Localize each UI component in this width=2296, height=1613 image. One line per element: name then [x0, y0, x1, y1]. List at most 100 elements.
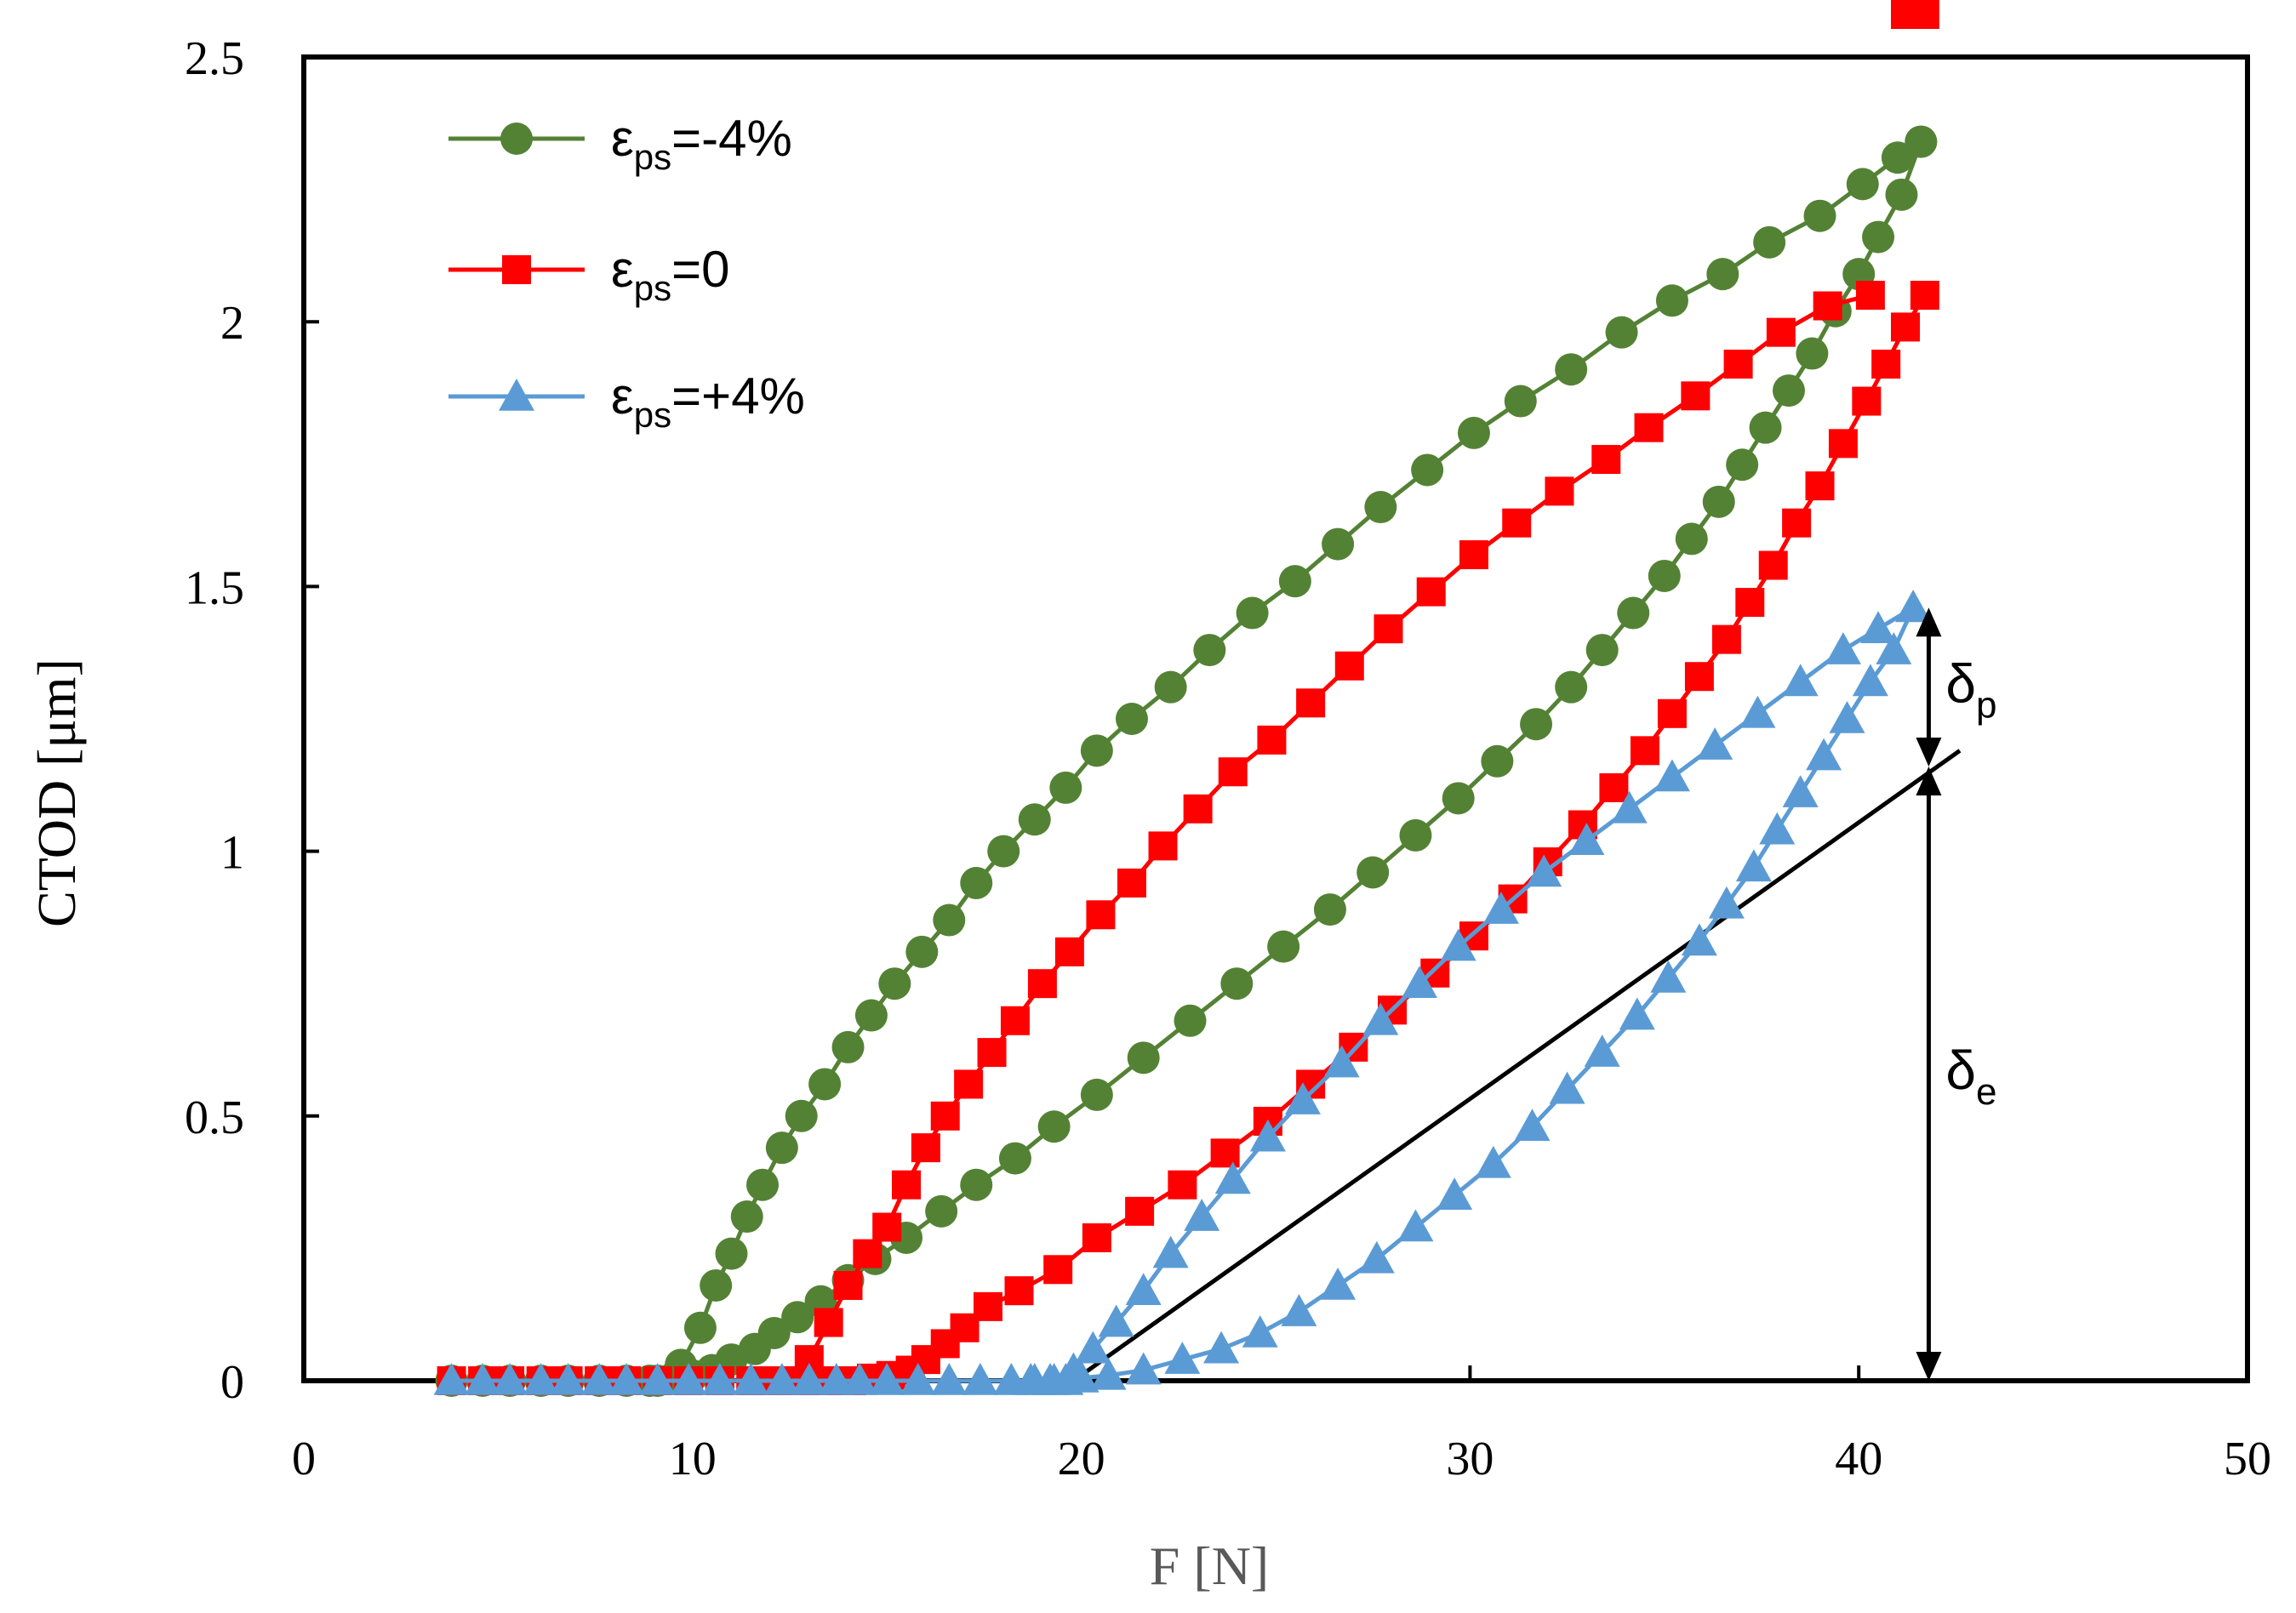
data-point	[1549, 1071, 1585, 1104]
data-point	[733, 1363, 769, 1395]
x-tick-label: 20	[1058, 1433, 1105, 1485]
arrow-head-bottom	[1916, 738, 1942, 767]
data-point	[1127, 1041, 1160, 1074]
data-point	[1648, 559, 1681, 592]
data-point	[1459, 540, 1488, 570]
data-point	[1183, 794, 1213, 824]
data-point	[1739, 695, 1776, 728]
data-point	[1619, 997, 1655, 1030]
data-point	[785, 1099, 818, 1132]
data-point	[814, 1308, 843, 1337]
data-point	[715, 1237, 748, 1270]
data-point	[1125, 1196, 1155, 1226]
data-point	[1735, 588, 1765, 618]
data-point	[1526, 854, 1562, 887]
data-point	[1910, 281, 1939, 311]
data-point	[1766, 317, 1796, 347]
data-point	[1416, 577, 1446, 607]
data-point	[1267, 930, 1300, 963]
data-point	[1027, 969, 1057, 999]
data-point	[1402, 966, 1438, 998]
arrow-head-top	[1916, 767, 1942, 796]
data-point	[831, 1030, 865, 1063]
legend-marker	[500, 123, 533, 155]
plot-area-frame	[301, 54, 2250, 1383]
data-point	[1098, 1304, 1134, 1337]
data-point	[1475, 1145, 1511, 1178]
data-point	[1591, 445, 1621, 475]
data-point	[987, 835, 1020, 868]
data-point	[1374, 614, 1403, 644]
data-point	[671, 1363, 707, 1395]
y-tick-label: 0	[220, 1356, 244, 1409]
data-point	[1759, 812, 1796, 845]
data-point	[960, 866, 993, 899]
legend-marker	[502, 255, 531, 284]
data-point	[977, 1038, 1007, 1068]
data-point	[1876, 632, 1912, 664]
data-point	[1504, 385, 1537, 418]
data-point	[954, 1069, 984, 1099]
data-point	[1125, 1352, 1162, 1385]
axis-tick-labels: 0 10 20 30 40 50 0 0.5 1 1.5 2 2.5	[185, 32, 2271, 1485]
data-point	[998, 1142, 1031, 1175]
data-point	[1895, 590, 1932, 623]
data-point	[1054, 937, 1084, 966]
data-point	[1249, 1119, 1286, 1152]
data-point	[869, 1363, 905, 1395]
legend-marker	[499, 379, 534, 411]
data-point	[1805, 471, 1835, 501]
y-tick-label: 0.5	[185, 1091, 244, 1144]
data-point	[1568, 823, 1605, 855]
data-point	[1862, 220, 1895, 254]
data-point	[1080, 1078, 1113, 1111]
data-point	[1000, 1006, 1030, 1035]
legend: εps=-4% εps=0 εps=+4%	[448, 110, 805, 435]
data-point	[1399, 818, 1432, 852]
data-point	[1881, 141, 1914, 174]
legend-item-triangle: εps=+4%	[448, 368, 805, 435]
data-point	[892, 1170, 922, 1200]
y-tick-label: 2	[220, 297, 244, 350]
arrow-head-top	[1916, 607, 1942, 637]
data-point	[639, 1363, 676, 1395]
data-point	[1296, 688, 1326, 718]
data-point	[1411, 453, 1444, 487]
annotation-label: δp	[1945, 653, 1996, 727]
data-point	[1749, 411, 1782, 444]
data-point	[1236, 596, 1269, 630]
data-point	[1082, 1223, 1111, 1252]
x-tick-label: 40	[1835, 1433, 1882, 1485]
data-point	[1634, 413, 1664, 442]
data-point	[842, 1363, 878, 1395]
data-point	[465, 1363, 501, 1395]
data-point	[581, 1363, 618, 1395]
data-point	[1599, 772, 1629, 802]
legend-label: εps=+4%	[611, 368, 805, 435]
y-tick-label: 1.5	[185, 561, 244, 614]
data-point	[1657, 698, 1687, 728]
data-point	[1364, 491, 1397, 524]
data-point	[900, 1363, 936, 1395]
data-point	[1726, 448, 1759, 482]
data-point	[1184, 1199, 1220, 1231]
data-point	[1358, 1240, 1395, 1274]
data-point	[1514, 1109, 1551, 1142]
data-point	[1193, 634, 1226, 667]
data-point	[1891, 312, 1921, 342]
data-point	[1115, 703, 1148, 735]
series-layer	[433, 0, 1939, 1397]
data-point	[1013, 1363, 1049, 1395]
data-point	[1154, 670, 1187, 704]
data-point	[1860, 611, 1897, 643]
data-point	[1735, 849, 1772, 882]
data-point	[1004, 1276, 1034, 1306]
data-point	[1555, 670, 1588, 704]
data-point	[523, 1363, 559, 1395]
data-point	[1723, 349, 1753, 379]
data-point	[930, 1101, 960, 1131]
data-point	[1242, 1314, 1278, 1348]
data-point	[1885, 178, 1918, 211]
legend-label: εps=0	[611, 241, 730, 308]
data-point	[683, 1311, 717, 1344]
